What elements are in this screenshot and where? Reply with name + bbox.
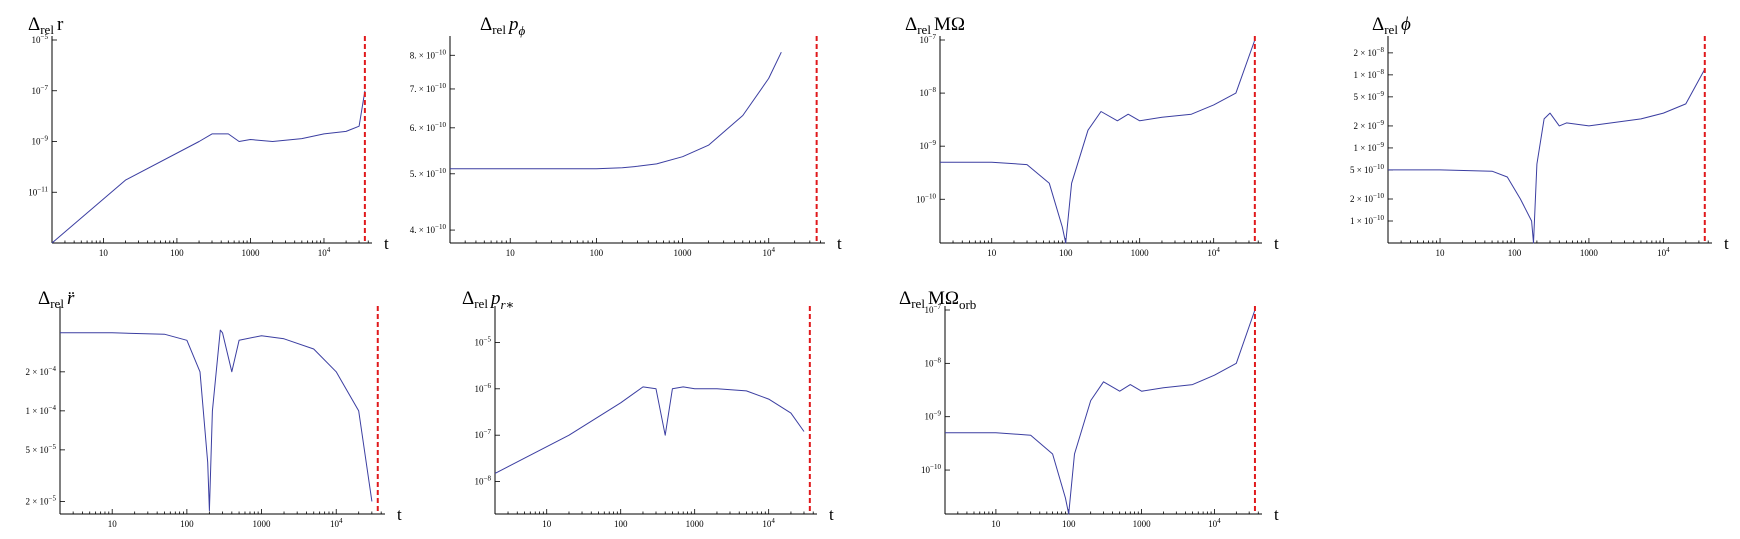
y-tick-label: 8. × 10−10	[410, 48, 447, 60]
x-tick-label: 104	[318, 246, 331, 258]
panel-2: Δrel pϕ t 10 100 1000 104 8. × 10−10 7. × 10−10 6…	[410, 14, 842, 258]
x-tick-label: 1000	[241, 248, 260, 258]
series-line	[60, 329, 373, 512]
panel-title: Δrel r	[28, 14, 64, 37]
panel-4: Δrel ϕ t 10 100 1000 104 2 × 10−8 1 × 10−8 5 × 10…	[1350, 14, 1729, 258]
y-tick-label: 2 × 10−10	[1350, 192, 1385, 204]
y-tick-label: 10−11	[28, 185, 48, 197]
y-tick-label: 10−7	[920, 33, 937, 45]
x-tick-label: 1000	[253, 519, 272, 529]
x-tick-label: 10	[506, 248, 516, 258]
y-tick-label: 10−5	[475, 335, 492, 347]
panel-title: Δrel MΩ	[905, 14, 965, 37]
x-tick-label: 104	[1657, 246, 1670, 258]
y-tick-label: 6. × 10−10	[410, 121, 447, 133]
x-tick-label: 1000	[1133, 519, 1152, 529]
y-tick-label: 10−6	[475, 382, 492, 394]
panel-7: Δrel MΩorb t 10 100 1000 104 10−7 10−8 10−9 10−10	[899, 288, 1279, 529]
series-line	[940, 39, 1256, 244]
x-tick-label: 104	[762, 517, 775, 529]
x-tick-label: 100	[1059, 248, 1073, 258]
x-tick-label: 100	[614, 519, 628, 529]
y-tick-label: 10−8	[925, 356, 942, 368]
x-axis-label: t	[397, 505, 402, 524]
series-line	[51, 90, 366, 244]
y-tick-label: 2 × 10−5	[25, 494, 56, 506]
y-tick-label: 10−8	[475, 475, 492, 487]
panel-title: Δrel pϕ	[480, 14, 525, 38]
x-axis-label: t	[829, 505, 834, 524]
y-tick-label: 10−9	[925, 410, 942, 422]
panel-title: Δrel MΩorb	[899, 288, 976, 312]
x-tick-label: 100	[1062, 519, 1076, 529]
y-tick-label: 10−7	[925, 303, 942, 315]
y-tick-label: 10−8	[920, 86, 937, 98]
series-line	[1388, 68, 1706, 244]
x-tick-label: 10	[99, 248, 109, 258]
panel-6: Δrel pr∗ t 10 100 1000 104 10−5 10−6 10−7 10−8	[462, 288, 834, 529]
x-tick-label: 10	[542, 519, 552, 529]
y-tick-label: 2 × 10−9	[1353, 119, 1384, 131]
y-tick-label: 4. × 10−10	[410, 223, 447, 235]
y-tick-label: 10−7	[475, 428, 492, 440]
panel-3: Δrel MΩ t 10 100 1000 104 10−7 10−8 10−9 10−10	[905, 14, 1279, 258]
x-tick-label: 100	[170, 248, 184, 258]
y-tick-label: 1 × 10−10	[1350, 214, 1385, 226]
series-line	[945, 309, 1256, 515]
x-tick-label: 104	[1207, 246, 1220, 258]
y-tick-label: 10−10	[916, 192, 936, 204]
y-tick-label: 1 × 10−9	[1353, 141, 1384, 153]
x-axis-label: t	[1274, 505, 1279, 524]
x-tick-label: 10	[991, 519, 1001, 529]
x-axis-label: t	[384, 234, 389, 253]
x-tick-label: 104	[1208, 517, 1221, 529]
x-tick-label: 1000	[1580, 248, 1599, 258]
panel-title: Δrel pr∗	[462, 288, 514, 312]
x-tick-label: 10	[1436, 248, 1446, 258]
panel-title: Δrel ϕ	[1372, 14, 1411, 37]
x-axis-label: t	[1724, 234, 1729, 253]
x-tick-label: 100	[1508, 248, 1522, 258]
panel-5: Δrel r̈ t 10 100 1000 104 2 × 10−4 1 × 10−4 5 × 1…	[25, 288, 402, 529]
x-tick-label: 100	[590, 248, 604, 258]
series-line	[450, 51, 782, 170]
x-axis-label: t	[1274, 234, 1279, 253]
y-tick-label: 10−9	[32, 135, 49, 147]
y-tick-label: 1 × 10−8	[1353, 68, 1384, 80]
x-tick-label: 1000	[1131, 248, 1150, 258]
x-axis-label: t	[837, 234, 842, 253]
series-line	[494, 386, 805, 474]
y-tick-label: 5 × 10−9	[1353, 90, 1384, 102]
y-tick-label: 5. × 10−10	[410, 167, 447, 179]
x-tick-label: 104	[330, 517, 343, 529]
x-tick-label: 104	[762, 246, 775, 258]
y-tick-label: 7. × 10−10	[410, 82, 447, 94]
y-tick-label: 10−9	[920, 139, 937, 151]
y-tick-label: 5 × 10−5	[25, 443, 56, 455]
y-tick-label: 2 × 10−8	[1353, 46, 1384, 58]
panel-title: Δrel r̈	[38, 288, 75, 311]
x-tick-label: 1000	[674, 248, 693, 258]
y-tick-label: 10−7	[32, 84, 49, 96]
x-tick-label: 100	[180, 519, 194, 529]
y-tick-label: 10−5	[32, 33, 49, 45]
y-tick-label: 5 × 10−10	[1350, 163, 1385, 175]
x-tick-label: 1000	[686, 519, 705, 529]
y-tick-label: 2 × 10−4	[25, 365, 56, 377]
x-tick-label: 10	[987, 248, 997, 258]
x-tick-label: 10	[108, 519, 118, 529]
panel-1: Δrel r t 10 100 1000 104 10−5 10−7 10−9 10−11	[28, 14, 389, 258]
y-tick-label: 10−10	[921, 463, 941, 475]
y-tick-label: 1 × 10−4	[25, 404, 56, 416]
